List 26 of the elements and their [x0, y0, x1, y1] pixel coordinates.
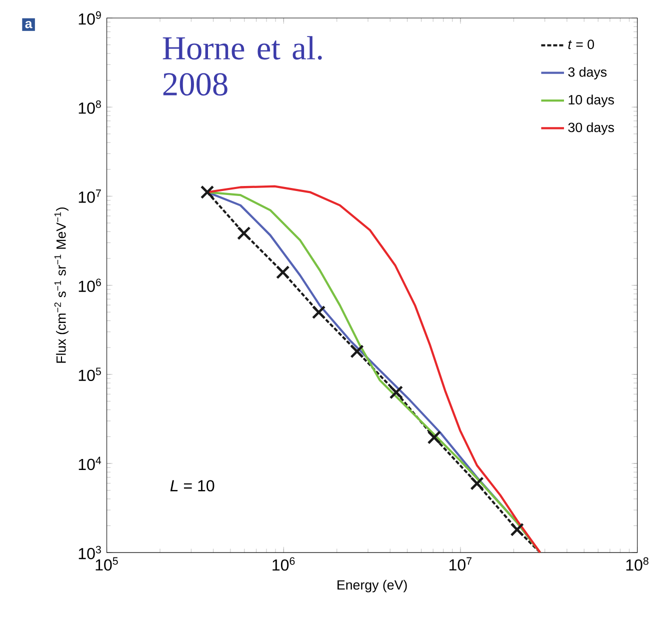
point [427, 430, 442, 444]
annotation: L = 10 [170, 480, 214, 492]
y-tick-label: 10$^{4}$ [78, 456, 102, 470]
x-tick-label: 10$^{5}$ [96, 557, 118, 571]
point [350, 344, 364, 358]
text: Flux (cm$^{−2}$ s$^{−1}$ sr$^{−1}$ MeV$^{−1}$) [54, 208, 68, 363]
y-tick-label: 10$^{7}$ [78, 190, 101, 204]
annotation: Horne et al. 2008 [162, 36, 322, 96]
x-tick-label: 10$^{8}$ [626, 557, 648, 571]
y-tick-label: 10$^{5}$ [78, 368, 101, 382]
y-tick-label: 10$^{9}$ [78, 11, 101, 25]
point [276, 266, 290, 280]
text: a [25, 21, 32, 28]
legend-label: t = 0 [568, 40, 594, 50]
y-tick-label: 10$^{3}$ [78, 546, 101, 560]
x-tick-label: 10$^{6}$ [272, 557, 295, 571]
legend-label: 10 days [568, 94, 614, 108]
point [389, 386, 404, 400]
point [200, 185, 214, 200]
legend-label: 3 days [568, 67, 607, 80]
y-tick-label: 10$^{8}$ [78, 100, 101, 114]
x-tick-label: 10$^{7}$ [449, 557, 472, 571]
legend-label: 30 days [568, 122, 614, 135]
x-axis-title: Energy (eV) [338, 580, 407, 592]
point [237, 226, 251, 240]
y-tick-label: 10$^{6}$ [78, 278, 101, 292]
